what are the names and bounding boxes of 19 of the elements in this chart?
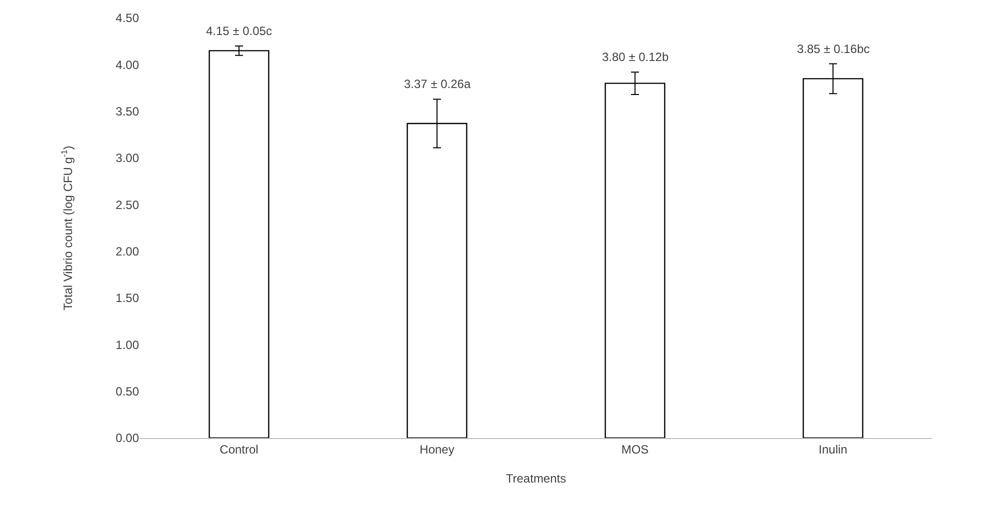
y-tick-label: 0.00 [116,431,140,446]
x-tick-label: Inulin [818,442,848,456]
y-tick-label: 2.00 [116,244,140,259]
y-tick-label: 0.50 [116,384,140,399]
y-tick-label: 1.50 [116,291,140,306]
x-axis-title: Treatments [506,471,566,486]
data-label: 4.15 ± 0.05c [206,24,272,38]
y-tick-label: 2.50 [116,198,140,212]
y-tick-label: 3.00 [116,151,140,166]
data-label: 3.80 ± 0.12b [602,50,669,64]
x-tick-label: Honey [420,442,454,456]
y-tick-label: 1.00 [116,338,140,352]
data-label: 3.85 ± 0.16bc [797,42,870,56]
x-tick-label: MOS [621,442,649,456]
x-tick-label: Control [220,442,258,456]
y-tick-label: 4.00 [116,58,140,72]
y-tick-label: 4.50 [116,11,140,26]
data-label: 3.37 ± 0.26a [404,77,471,91]
y-tick-label: 3.50 [116,104,140,119]
